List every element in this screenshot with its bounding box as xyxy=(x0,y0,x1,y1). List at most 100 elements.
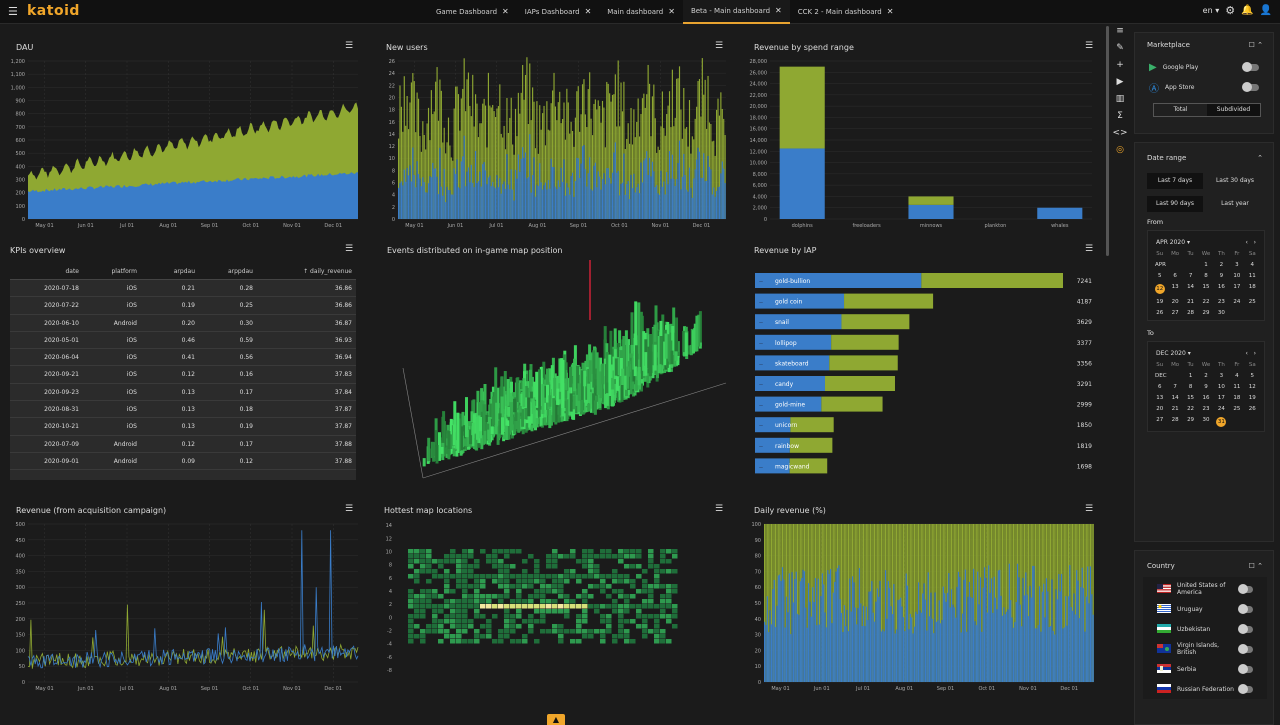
close-icon[interactable]: ✕ xyxy=(668,7,675,16)
toggle[interactable] xyxy=(1237,683,1253,694)
country-item[interactable]: United States of America xyxy=(1143,579,1267,599)
table-row[interactable]: 2020-10-21 iOS 0.13 0.19 37.87 xyxy=(10,418,356,436)
collapse-icon[interactable]: ☐ ⌃ xyxy=(1248,41,1263,49)
close-icon[interactable]: ✕ xyxy=(584,7,592,16)
sigma-icon[interactable]: Σ xyxy=(1117,111,1123,121)
calendar-day[interactable]: 12 xyxy=(1154,284,1165,294)
toggle[interactable] xyxy=(1237,623,1253,634)
tab-4[interactable]: CCK 2 - Main dashboard ✕ xyxy=(790,0,902,24)
calendar-day[interactable]: 12 xyxy=(1248,384,1256,390)
tab-0[interactable]: Game Dashboard ✕ xyxy=(428,0,517,24)
calendar-day[interactable]: 20 xyxy=(1156,406,1164,412)
bell-icon[interactable]: 🔔 xyxy=(1241,5,1254,16)
calendar-day[interactable]: 18 xyxy=(1233,395,1241,401)
code-icon[interactable]: <> xyxy=(1112,128,1128,138)
calendar-day[interactable]: 21 xyxy=(1171,406,1179,412)
calendar-day[interactable]: 27 xyxy=(1156,417,1164,423)
column-header[interactable]: arpdau xyxy=(173,268,195,275)
calendar-day[interactable]: 29 xyxy=(1202,310,1210,316)
calendar-day[interactable]: 17 xyxy=(1217,395,1225,401)
calendar-day[interactable]: 25 xyxy=(1248,299,1256,305)
tab-3[interactable]: Beta - Main dashboard ✕ xyxy=(682,0,790,24)
calendar-day[interactable]: 2 xyxy=(1204,373,1208,379)
calendar-day[interactable]: 3 xyxy=(1219,373,1224,379)
language-select[interactable]: en ▾ xyxy=(1202,6,1220,15)
calendar-day[interactable]: 5 xyxy=(1250,373,1255,379)
marketplace-app-store[interactable]: Ⓐ App Store xyxy=(1135,77,1273,97)
last-90-days-button[interactable]: Last 90 days xyxy=(1147,196,1203,212)
gear-icon[interactable]: ⚙ xyxy=(1225,4,1236,17)
filter-icon[interactable]: ≡ xyxy=(1116,26,1124,36)
calendar-day[interactable]: 8 xyxy=(1188,384,1193,390)
calendar-day[interactable]: 26 xyxy=(1248,406,1256,412)
last-7-days-button[interactable]: Last 7 days xyxy=(1147,173,1203,189)
country-item[interactable]: Uzbekistan xyxy=(1143,619,1267,639)
table-row[interactable]: 2020-05-01 iOS 0.46 0.59 36.93 xyxy=(10,332,356,350)
calendar-day[interactable]: 10 xyxy=(1233,273,1241,279)
book-icon[interactable]: ▥ xyxy=(1115,94,1125,104)
calendar-day[interactable]: 1 xyxy=(1188,373,1193,379)
month-select[interactable]: APR 2020 ▾ xyxy=(1156,238,1190,246)
calendar-day[interactable]: 11 xyxy=(1233,384,1241,390)
calendar-day[interactable]: 9 xyxy=(1219,273,1224,279)
panel-menu-icon[interactable]: ☰ xyxy=(345,244,354,254)
country-item[interactable]: Virgin Islands, British xyxy=(1143,639,1267,659)
calendar-day[interactable]: 30 xyxy=(1217,310,1225,316)
calendar-day[interactable]: 6 xyxy=(1173,273,1177,279)
calendar-day[interactable]: 4 xyxy=(1235,373,1239,379)
calendar-day[interactable]: 9 xyxy=(1204,384,1208,390)
table-row[interactable]: 2020-09-01 Android 0.09 0.12 37.88 xyxy=(10,453,356,471)
calendar-day[interactable]: 24 xyxy=(1233,299,1241,305)
close-icon[interactable]: ✕ xyxy=(886,7,894,16)
calendar-day[interactable]: 24 xyxy=(1217,406,1225,412)
column-header[interactable]: ↑ daily_revenue xyxy=(303,268,352,275)
calendar-day[interactable]: 16 xyxy=(1202,395,1210,401)
table-row[interactable]: 2020-07-18 iOS 0.21 0.28 36.86 xyxy=(10,280,356,298)
calendar-day[interactable]: 15 xyxy=(1202,284,1210,290)
panel-menu-icon[interactable]: ☰ xyxy=(345,504,354,514)
calendar-day[interactable]: 19 xyxy=(1248,395,1256,401)
toggle[interactable] xyxy=(1237,643,1253,654)
column-header[interactable]: date xyxy=(65,268,79,275)
last-30-days-button[interactable]: Last 30 days xyxy=(1215,177,1255,184)
calendar-day[interactable]: 30 xyxy=(1202,417,1210,423)
table-row[interactable]: 2020-06-04 iOS 0.41 0.56 36.94 xyxy=(10,349,356,367)
calendar-day[interactable]: 18 xyxy=(1248,284,1256,290)
table-row[interactable]: 2020-09-23 iOS 0.13 0.17 37.84 xyxy=(10,384,356,402)
calendar-day[interactable]: 16 xyxy=(1217,284,1225,290)
calendar-day[interactable]: 22 xyxy=(1187,406,1195,412)
calendar-day[interactable]: 1 xyxy=(1204,262,1208,268)
last-year-button[interactable]: Last year xyxy=(1221,200,1249,207)
toggle[interactable] xyxy=(1237,603,1253,614)
seg-total[interactable]: Total xyxy=(1173,106,1188,113)
calendar-day[interactable]: 17 xyxy=(1233,284,1241,290)
calendar-day[interactable]: 28 xyxy=(1187,310,1195,316)
calendar-day[interactable]: 10 xyxy=(1217,384,1225,390)
calendar-day[interactable]: 23 xyxy=(1217,299,1225,305)
user-icon[interactable]: 👤 xyxy=(1259,5,1272,16)
calendar-day[interactable]: 2 xyxy=(1219,262,1224,268)
calendar-day[interactable]: 14 xyxy=(1171,395,1179,401)
panel-menu-icon[interactable]: ☰ xyxy=(1085,41,1094,51)
panel-menu-icon[interactable]: ☰ xyxy=(345,41,354,51)
calendar-day[interactable]: 26 xyxy=(1156,310,1164,316)
panel-menu-icon[interactable]: ☰ xyxy=(715,41,724,51)
column-header[interactable]: platform xyxy=(111,268,138,275)
calendar-day[interactable]: 29 xyxy=(1187,417,1195,423)
panel-menu-icon[interactable]: ☰ xyxy=(1085,244,1094,254)
calendar-day[interactable]: 28 xyxy=(1171,417,1179,423)
close-icon[interactable]: ✕ xyxy=(775,6,782,15)
calendar-day[interactable]: 7 xyxy=(1188,273,1193,279)
calendar-day[interactable]: 14 xyxy=(1187,284,1195,290)
pencil-icon[interactable]: ✎ xyxy=(1116,43,1124,53)
play-icon[interactable]: ▶ xyxy=(1116,77,1124,87)
calendar-day[interactable]: 3 xyxy=(1235,262,1239,268)
calendar-day[interactable]: 8 xyxy=(1204,273,1208,279)
country-item[interactable]: Uruguay xyxy=(1143,599,1267,619)
marketplace-google-play[interactable]: ▶ Google Play xyxy=(1135,57,1273,77)
calendar-day[interactable]: 21 xyxy=(1187,299,1195,305)
panel-menu-icon[interactable]: ☰ xyxy=(715,504,724,514)
calendar-day[interactable]: 4 xyxy=(1250,262,1255,268)
calendar-day[interactable]: 5 xyxy=(1157,273,1162,279)
calendar-day[interactable]: 27 xyxy=(1171,310,1179,316)
